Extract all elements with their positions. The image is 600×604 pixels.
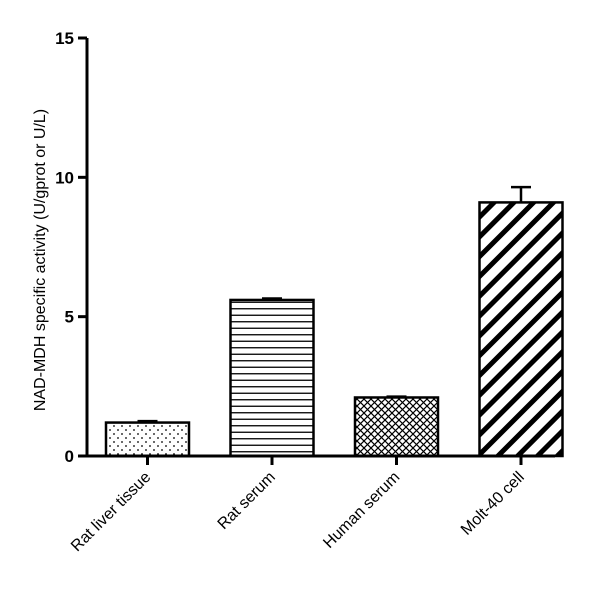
y-tick-label: 0 <box>65 447 74 466</box>
bar-human-serum <box>353 396 440 458</box>
x-tick-label: Rat liver tissue <box>68 469 154 555</box>
y-tick-label: 10 <box>55 168 74 187</box>
y-axis-title: NAD-MDH specific activity (U/gprot or U/… <box>32 109 49 411</box>
bar-rat-liver-tissue <box>104 421 191 458</box>
y-axis: 0 5 10 15 <box>55 29 89 466</box>
x-tick-label: Human serum <box>320 469 403 552</box>
bar-molt-40-cell <box>478 201 564 458</box>
bar-rat-serum <box>229 298 315 458</box>
x-axis: Rat liver tissue Rat serum Human serum Molt… <box>68 454 555 555</box>
y-tick-label: 15 <box>55 29 74 48</box>
x-tick-label: Rat serum <box>215 469 279 533</box>
y-tick-label: 5 <box>65 308 74 327</box>
bars <box>104 185 564 458</box>
x-tick-label: Molt-40 cell <box>458 469 528 539</box>
